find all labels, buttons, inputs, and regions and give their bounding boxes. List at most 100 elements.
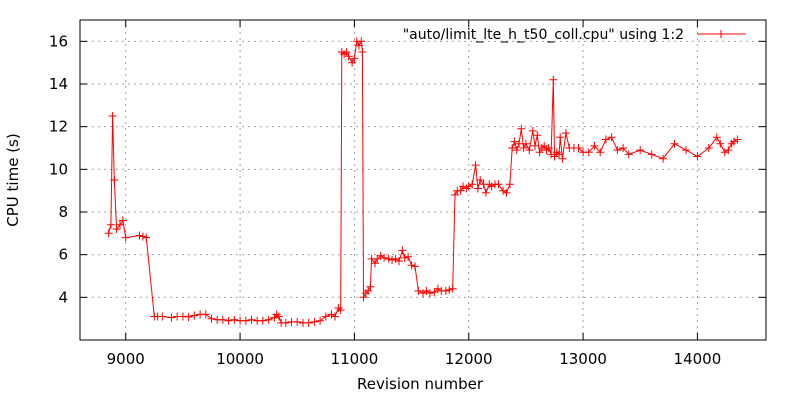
data-point-marker: [391, 254, 400, 263]
data-point-marker: [358, 48, 367, 56]
data-point-marker: [528, 126, 537, 135]
y-tick-label: 12: [49, 118, 68, 136]
data-point-marker: [521, 139, 530, 148]
data-point-marker: [224, 316, 233, 325]
data-point-marker: [331, 312, 339, 321]
data-point-marker: [547, 150, 556, 159]
data-point-marker: [419, 289, 427, 298]
data-point-marker: [274, 312, 283, 321]
data-point-marker: [561, 129, 570, 138]
data-point-marker: [293, 317, 302, 326]
data-point-marker: [422, 286, 431, 295]
data-point-marker: [510, 137, 519, 146]
y-tick-label: 6: [58, 246, 68, 264]
data-point-marker: [310, 317, 319, 326]
data-point-marker: [364, 286, 373, 295]
legend-label: "auto/limit_lte_h_t50_coll.cpu" using 1:…: [403, 27, 684, 43]
data-point-marker: [342, 48, 351, 56]
data-point-marker: [258, 316, 267, 325]
data-point-marker: [142, 233, 151, 242]
data-point-marker: [596, 148, 605, 157]
data-point-marker: [494, 180, 503, 189]
data-point-marker: [350, 54, 359, 63]
y-tick-label: 14: [49, 75, 68, 93]
x-tick-label: 14000: [674, 350, 722, 368]
data-point-marker: [471, 161, 480, 170]
data-point-marker: [464, 182, 473, 191]
data-point-marker: [476, 176, 485, 184]
tick-labels: 4 6 8 10 12 14 16 9000 10000 11000 12000 13000 14000: [49, 32, 721, 368]
data-point-marker: [430, 288, 439, 296]
data-point-marker: [116, 220, 124, 229]
x-tick-label: 11000: [331, 350, 379, 368]
data-point-marker: [371, 259, 379, 268]
plot-frame: [79, 19, 767, 341]
data-point-marker: [373, 254, 382, 263]
data-point-marker: [400, 253, 409, 262]
data-point-marker: [558, 154, 567, 163]
data-point-marker: [121, 233, 130, 242]
data-point-marker: [619, 144, 628, 152]
data-point-marker: [207, 314, 216, 323]
data-point-marker: [433, 284, 442, 293]
data-point-marker: [336, 306, 345, 315]
data-point-marker: [398, 246, 407, 255]
x-axis-label: Revision number: [357, 375, 484, 393]
data-point-marker: [344, 52, 353, 61]
data-point-marker: [264, 315, 273, 324]
data-point-marker: [720, 148, 729, 157]
data-point-marker: [348, 58, 357, 67]
y-tick-label: 10: [49, 160, 68, 178]
data-point-marker: [682, 146, 690, 155]
x-tick-label: 10000: [216, 350, 264, 368]
data-point-marker: [468, 180, 477, 189]
data-point-marker: [730, 137, 738, 146]
data-point-marker: [281, 318, 290, 327]
data-point-marker: [659, 154, 668, 163]
x-tick-label: 12000: [445, 350, 493, 368]
data-point-marker: [544, 144, 553, 152]
data-point-marker: [601, 135, 610, 144]
data-point-marker: [647, 150, 656, 159]
data-point-marker: [357, 37, 366, 46]
data-point-marker: [404, 252, 413, 261]
data-point-marker: [445, 285, 454, 294]
data-point-marker: [395, 257, 403, 266]
data-point-marker: [359, 293, 368, 302]
data-point-marker: [327, 310, 336, 319]
data-point-marker: [525, 146, 534, 155]
data-point-marker: [613, 146, 622, 155]
data-point-marker: [712, 133, 721, 142]
y-tick-label: 16: [49, 32, 68, 50]
data-point-marker: [512, 146, 521, 155]
data-point-marker: [104, 229, 113, 238]
data-point-marker: [636, 146, 645, 155]
data-point-marker: [106, 220, 115, 229]
data-point-marker: [549, 75, 558, 84]
data-point-marker: [167, 313, 176, 322]
data-point-marker: [138, 232, 147, 241]
data-point-marker: [693, 152, 702, 161]
data-point-marker: [321, 312, 330, 321]
data-point-marker: [112, 225, 121, 234]
data-point-marker: [441, 286, 450, 295]
data-point-marker: [380, 253, 389, 262]
data-point-marker: [384, 254, 393, 263]
data-point-marker: [118, 216, 127, 225]
data-point-marker: [218, 315, 227, 324]
data-point-marker: [407, 261, 416, 270]
data-point-marker: [535, 148, 544, 157]
data-point-marker: [508, 144, 517, 152]
data-point-marker: [388, 256, 397, 264]
data-point-marker: [540, 141, 549, 150]
data-point-marker: [241, 316, 250, 325]
data-point-marker: [481, 188, 490, 197]
data-point-marker: [448, 284, 457, 293]
data-point-marker: [670, 139, 679, 148]
data-point-marker: [733, 135, 742, 144]
data-point-marker: [624, 150, 633, 159]
data-point-marker: [304, 318, 313, 327]
data-point-marker: [355, 41, 363, 50]
data-point-marker: [555, 150, 564, 159]
data-point-marker: [158, 312, 167, 321]
